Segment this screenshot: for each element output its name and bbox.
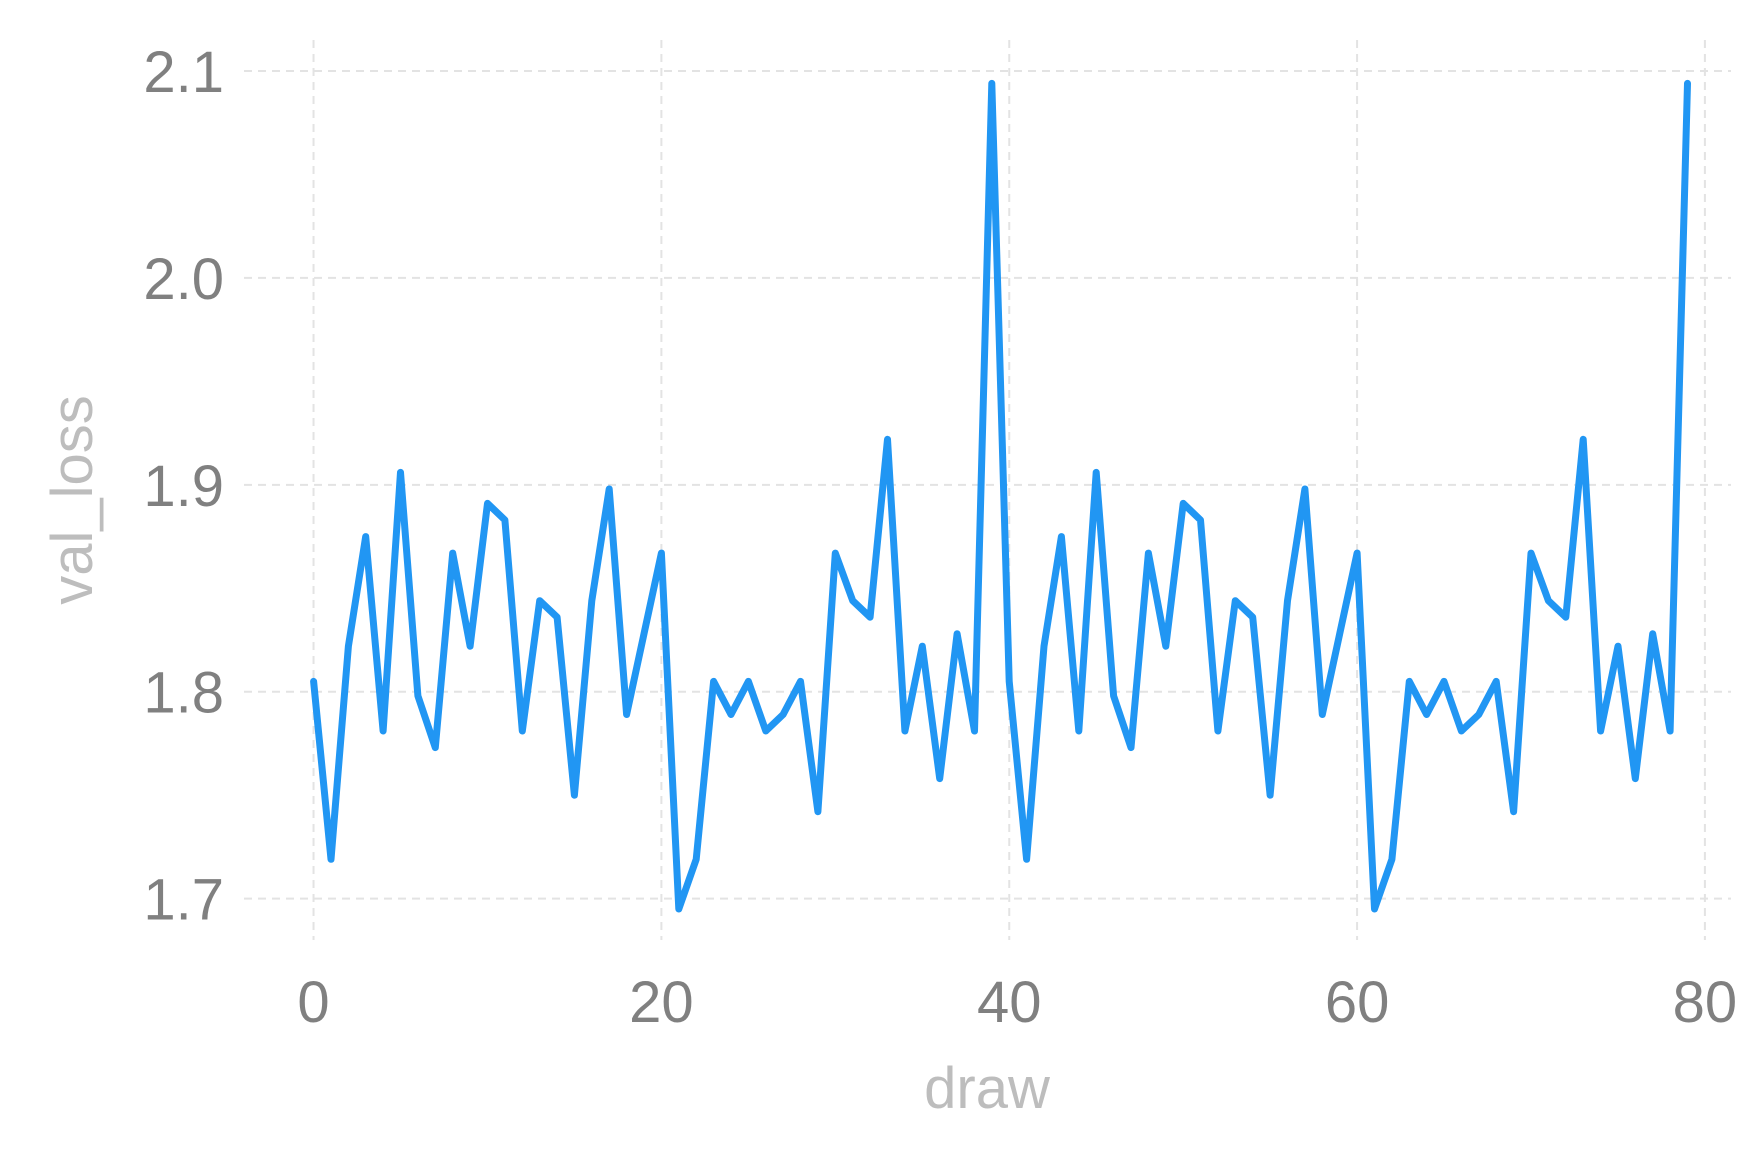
x-tick-label: 60 (1325, 970, 1390, 1035)
series-line (310, 79, 1691, 913)
y-tick-label: 1.8 (143, 661, 224, 726)
x-axis-ticks: 0 20 40 60 80 (297, 970, 1737, 1035)
y-tick-label: 1.7 (143, 868, 224, 933)
x-tick-label: 40 (977, 970, 1042, 1035)
series-layer (310, 79, 1691, 913)
y-axis-ticks: 1.7 1.8 1.9 2.0 2.1 (143, 40, 224, 933)
x-tick-label: 20 (629, 970, 694, 1035)
x-tick-label: 80 (1673, 970, 1738, 1035)
y-tick-label: 1.9 (143, 454, 224, 519)
x-tick-label: 0 (297, 970, 329, 1035)
x-axis-label: draw (924, 1056, 1051, 1121)
y-tick-label: 2.0 (143, 247, 224, 312)
y-tick-label: 2.1 (143, 40, 224, 105)
y-axis-label: val_loss (40, 395, 105, 605)
